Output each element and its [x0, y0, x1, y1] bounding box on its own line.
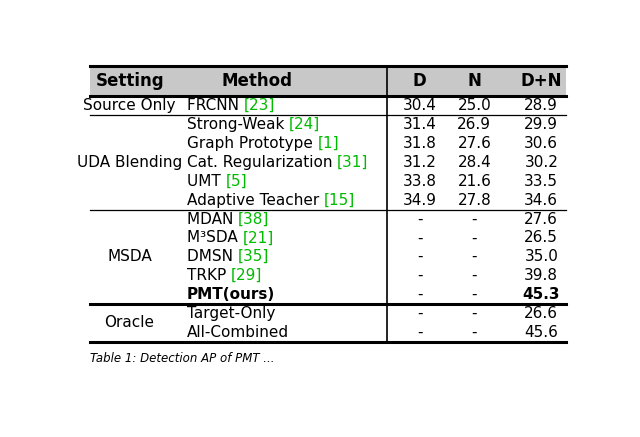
Text: [5]: [5]	[225, 174, 247, 189]
Text: 34.9: 34.9	[403, 193, 436, 208]
Text: -: -	[472, 268, 477, 283]
Text: 27.6: 27.6	[524, 212, 558, 226]
Text: Adaptive Teacher: Adaptive Teacher	[187, 193, 324, 208]
Text: 33.5: 33.5	[524, 174, 558, 189]
Text: 26.6: 26.6	[524, 306, 558, 321]
Text: UDA Blending: UDA Blending	[77, 155, 182, 170]
Text: TRKP: TRKP	[187, 268, 231, 283]
Text: FRCNN: FRCNN	[187, 98, 243, 113]
Text: 27.8: 27.8	[458, 193, 491, 208]
Text: 27.6: 27.6	[458, 136, 492, 151]
Text: -: -	[417, 268, 422, 283]
Text: Source Only: Source Only	[83, 98, 176, 113]
Text: 25.0: 25.0	[458, 98, 491, 113]
Text: -: -	[417, 230, 422, 246]
Text: 39.8: 39.8	[524, 268, 558, 283]
Text: 33.8: 33.8	[403, 174, 436, 189]
Text: -: -	[472, 306, 477, 321]
Text: [24]: [24]	[289, 117, 320, 132]
Text: -: -	[417, 287, 422, 302]
Text: [15]: [15]	[324, 193, 355, 208]
Text: [29]: [29]	[231, 268, 262, 283]
Text: Target-Only: Target-Only	[187, 306, 275, 321]
Text: D+N: D+N	[520, 72, 562, 90]
Text: -: -	[417, 325, 422, 340]
Text: 31.4: 31.4	[403, 117, 436, 132]
Text: All-Combined: All-Combined	[187, 325, 289, 340]
Text: 21.6: 21.6	[458, 174, 492, 189]
Text: -: -	[472, 325, 477, 340]
Text: Strong-Weak: Strong-Weak	[187, 117, 289, 132]
Text: 45.6: 45.6	[524, 325, 558, 340]
Text: Cat. Regularization: Cat. Regularization	[187, 155, 337, 170]
Text: -: -	[472, 287, 477, 302]
Text: [1]: [1]	[317, 136, 339, 151]
Text: -: -	[472, 249, 477, 264]
Text: [23]: [23]	[243, 98, 275, 113]
Text: N: N	[467, 72, 481, 90]
Text: Graph Prototype: Graph Prototype	[187, 136, 317, 151]
Text: 34.6: 34.6	[524, 193, 558, 208]
Text: 30.4: 30.4	[403, 98, 436, 113]
Text: [38]: [38]	[238, 212, 269, 226]
Text: -: -	[472, 230, 477, 246]
Text: D: D	[413, 72, 427, 90]
Text: MDAN: MDAN	[187, 212, 238, 226]
Text: 35.0: 35.0	[524, 249, 558, 264]
Text: 26.5: 26.5	[524, 230, 558, 246]
Bar	[90, 66, 566, 96]
Text: 29.9: 29.9	[524, 117, 558, 132]
Text: -: -	[417, 212, 422, 226]
Text: Setting: Setting	[95, 72, 164, 90]
Text: 45.3: 45.3	[522, 287, 560, 302]
Text: -: -	[417, 306, 422, 321]
Text: [35]: [35]	[237, 249, 269, 264]
Text: MSDA: MSDA	[108, 249, 152, 264]
Text: [21]: [21]	[243, 230, 273, 246]
Text: 26.9: 26.9	[458, 117, 492, 132]
Text: [31]: [31]	[337, 155, 369, 170]
Text: 28.9: 28.9	[524, 98, 558, 113]
Text: 28.4: 28.4	[458, 155, 491, 170]
Text: Method: Method	[221, 72, 292, 90]
Text: PMT(ours): PMT(ours)	[187, 287, 275, 302]
Text: -: -	[417, 249, 422, 264]
Text: 30.6: 30.6	[524, 136, 558, 151]
Text: 31.8: 31.8	[403, 136, 436, 151]
Text: Table 1: Detection AP of PMT ...: Table 1: Detection AP of PMT ...	[90, 352, 275, 365]
Text: -: -	[472, 212, 477, 226]
Text: 31.2: 31.2	[403, 155, 436, 170]
Text: 30.2: 30.2	[524, 155, 558, 170]
Text: UMT: UMT	[187, 174, 225, 189]
Text: DMSN: DMSN	[187, 249, 237, 264]
Text: Oracle: Oracle	[104, 316, 155, 330]
Text: M³SDA: M³SDA	[187, 230, 243, 246]
